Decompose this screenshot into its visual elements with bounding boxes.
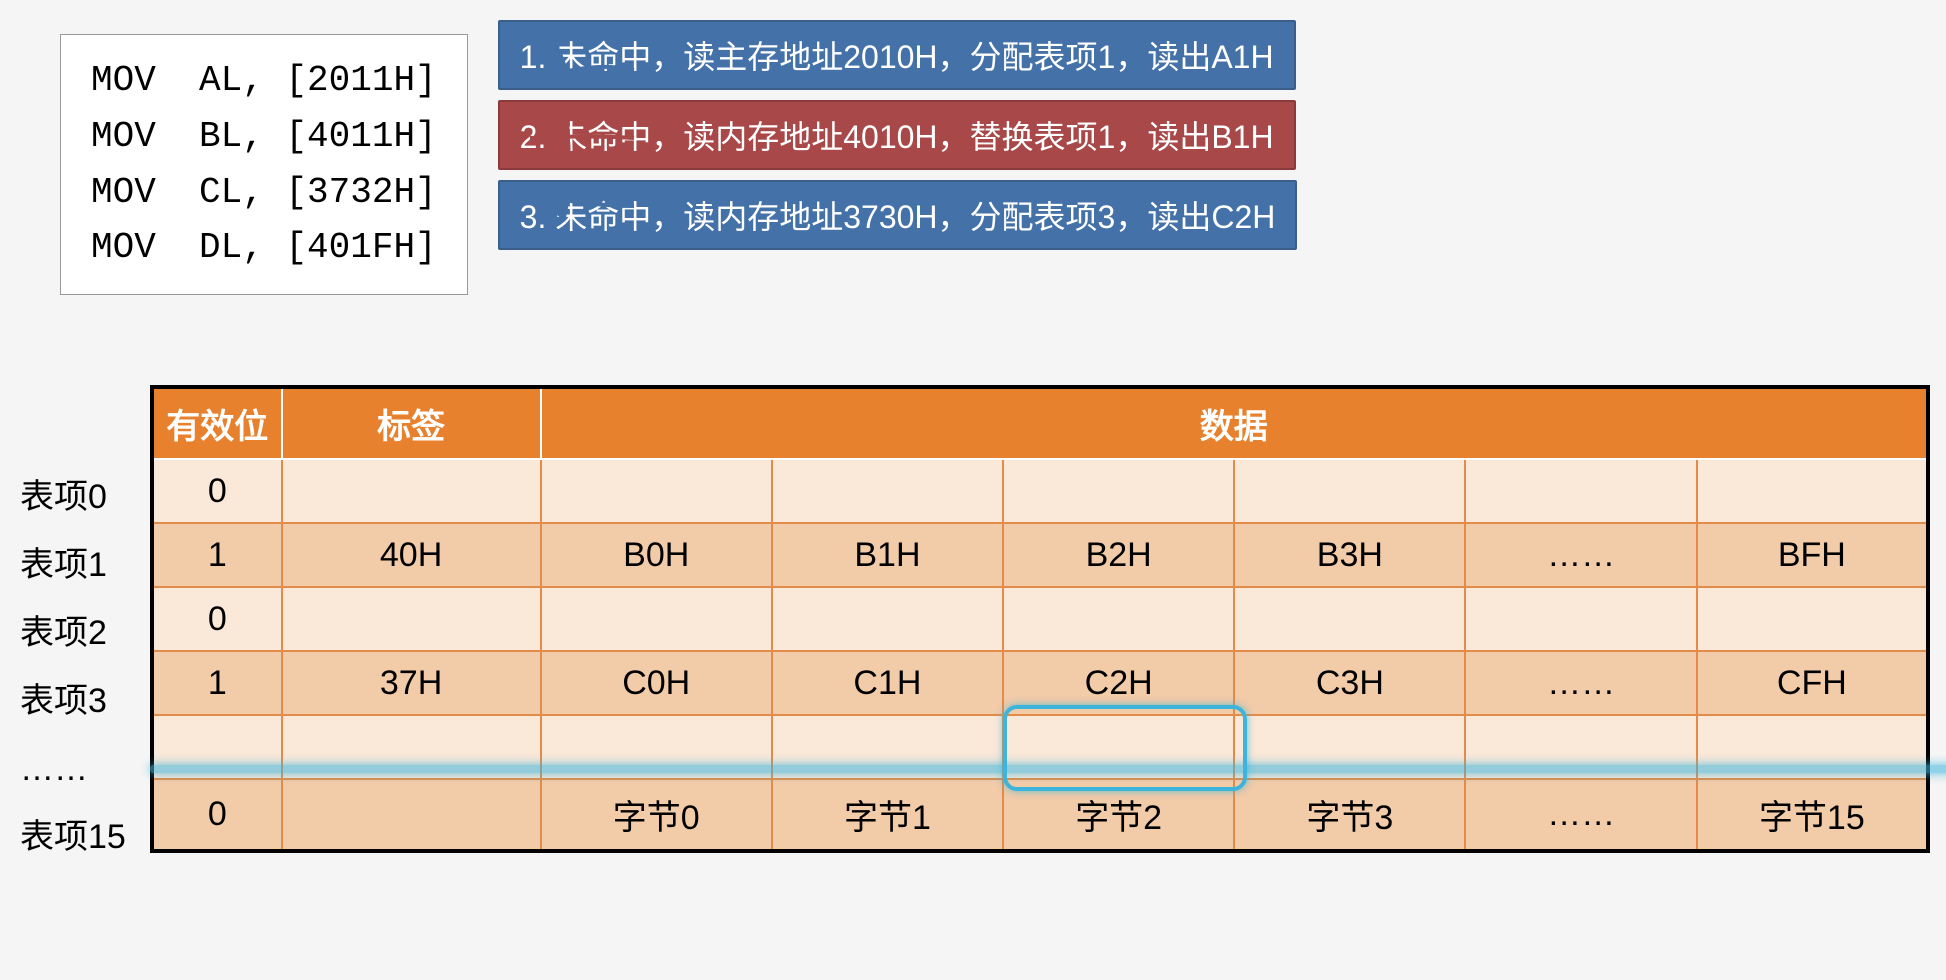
- row-label-1: 表项1: [20, 531, 126, 599]
- cell-data: [1003, 715, 1234, 779]
- top-section: MOV AL, [2011H] MOV BL, [4011H] MOV CL, …: [30, 20, 1916, 295]
- cell-data: C3H: [1234, 651, 1465, 715]
- cell-valid: 0: [152, 459, 282, 523]
- header-tag: 标签: [282, 387, 541, 459]
- cache-table-wrap: 表项0 表项1 表项2 表项3 …… 表项15 有效位 标签 数据 0140HB…: [150, 385, 1946, 853]
- header-valid: 有效位: [152, 387, 282, 459]
- row-label-ellipsis: ……: [20, 735, 126, 803]
- callout-3: 3. 未命中，读内存地址3730H，分配表项3，读出C2H: [498, 180, 1298, 250]
- cell-data: 字节1: [772, 779, 1003, 851]
- cell-data: [1234, 587, 1465, 651]
- cell-data: [1697, 587, 1928, 651]
- code-line-3: MOV CL, [3732H]: [91, 165, 437, 221]
- cell-data: C1H: [772, 651, 1003, 715]
- cell-tag: 40H: [282, 523, 541, 587]
- table-row: 0: [152, 459, 1928, 523]
- table-row: 137HC0HC1HC2HC3H……CFH: [152, 651, 1928, 715]
- cell-valid: 1: [152, 651, 282, 715]
- cell-data: [772, 587, 1003, 651]
- table-row: 140HB0HB1HB2HB3H……BFH: [152, 523, 1928, 587]
- cell-data: [1465, 715, 1696, 779]
- header-row: 有效位 标签 数据: [152, 387, 1928, 459]
- row-label-0: 表项0: [20, 463, 126, 531]
- callout-1: 1. 未命中，读主存地址2010H，分配表项1，读出A1H: [498, 20, 1296, 90]
- cell-data: [1234, 715, 1465, 779]
- row-label-2: 表项2: [20, 599, 126, 667]
- cell-tag: [282, 459, 541, 523]
- header-data: 数据: [541, 387, 1928, 459]
- cell-data: B0H: [541, 523, 772, 587]
- cell-valid: [152, 715, 282, 779]
- table-row: 0 字节0字节1字节2字节3……字节15: [152, 779, 1928, 851]
- assembly-code-box: MOV AL, [2011H] MOV BL, [4011H] MOV CL, …: [60, 34, 468, 295]
- cell-data: 字节3: [1234, 779, 1465, 851]
- cell-data: [772, 459, 1003, 523]
- cell-data: 字节0: [541, 779, 772, 851]
- code-line-2: MOV BL, [4011H]: [91, 109, 437, 165]
- cell-tag: [282, 779, 541, 851]
- cell-data: ……: [1465, 523, 1696, 587]
- row-label-3: 表项3: [20, 667, 126, 735]
- cell-data: C0H: [541, 651, 772, 715]
- cell-data: [1697, 715, 1928, 779]
- row-labels: 表项0 表项1 表项2 表项3 …… 表项15: [20, 463, 126, 871]
- cell-data: [541, 715, 772, 779]
- cell-data: ……: [1465, 651, 1696, 715]
- cell-data: [772, 715, 1003, 779]
- cell-data: [541, 587, 772, 651]
- table-row: 0: [152, 587, 1928, 651]
- cell-valid: 1: [152, 523, 282, 587]
- cell-data: [1697, 459, 1928, 523]
- cell-data: B2H: [1003, 523, 1234, 587]
- cell-data: CFH: [1697, 651, 1928, 715]
- cell-tag: [282, 587, 541, 651]
- table-row: [152, 715, 1928, 779]
- code-line-1: MOV AL, [2011H]: [91, 53, 437, 109]
- callouts: 1. 未命中，读主存地址2010H，分配表项1，读出A1H 2. 未命中，读内存…: [498, 20, 1916, 250]
- cell-data: [1465, 459, 1696, 523]
- cache-table: 有效位 标签 数据 0140HB0HB1HB2HB3H……BFH0137HC0H…: [150, 385, 1930, 853]
- cell-valid: 0: [152, 779, 282, 851]
- cell-tag: [282, 715, 541, 779]
- cell-data: ……: [1465, 779, 1696, 851]
- cell-data: BFH: [1697, 523, 1928, 587]
- cell-data: C2H: [1003, 651, 1234, 715]
- cell-tag: 37H: [282, 651, 541, 715]
- cell-data: 字节2: [1003, 779, 1234, 851]
- callout-2: 2. 未命中，读内存地址4010H，替换表项1，读出B1H: [498, 100, 1296, 170]
- cell-valid: 0: [152, 587, 282, 651]
- cell-data: B1H: [772, 523, 1003, 587]
- cell-data: [541, 459, 772, 523]
- cell-data: [1234, 459, 1465, 523]
- cell-data: 字节15: [1697, 779, 1928, 851]
- code-line-4: MOV DL, [401FH]: [91, 220, 437, 276]
- cell-data: B3H: [1234, 523, 1465, 587]
- cell-data: [1465, 587, 1696, 651]
- cell-data: [1003, 459, 1234, 523]
- row-label-15: 表项15: [20, 803, 126, 871]
- cell-data: [1003, 587, 1234, 651]
